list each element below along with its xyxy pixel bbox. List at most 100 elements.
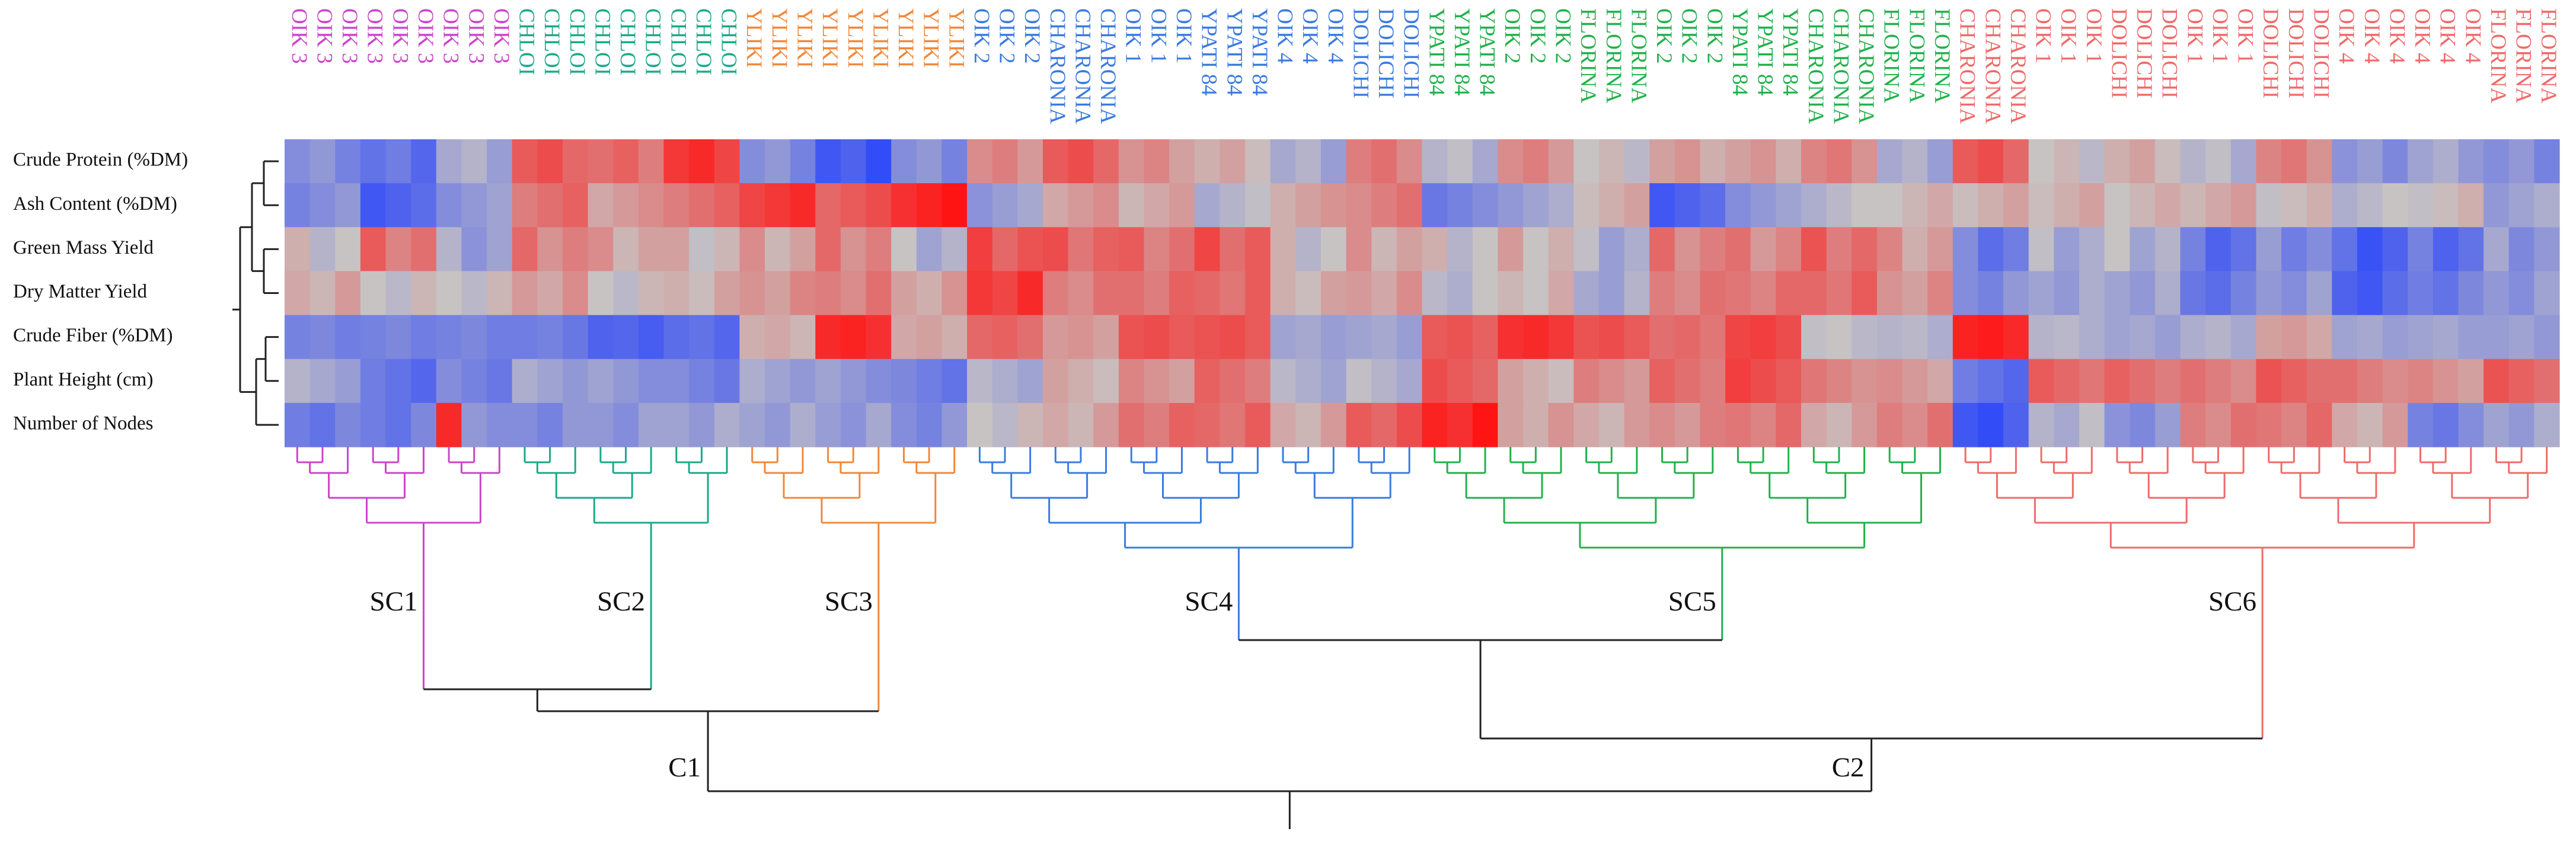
column-label: FLORINA <box>1904 8 1929 104</box>
heatmap-cell <box>2484 359 2510 404</box>
heatmap-cell <box>2534 183 2560 228</box>
heatmap-cell <box>840 315 867 360</box>
heatmap-cell <box>2408 227 2434 272</box>
heatmap-cell <box>1674 315 1701 360</box>
heatmap-cell <box>638 359 665 404</box>
heatmap-cell <box>1396 402 1423 447</box>
heatmap-cell <box>335 183 361 228</box>
heatmap-cell <box>2205 271 2232 316</box>
heatmap-cell <box>2458 271 2484 316</box>
heatmap-cell <box>2230 271 2256 316</box>
heatmap-cell <box>2003 139 2029 184</box>
column-label: OIK 4 <box>1298 8 1322 64</box>
heatmap-cell <box>1245 402 1271 447</box>
heatmap-cell <box>2433 271 2459 316</box>
heatmap-cell <box>689 359 715 404</box>
heatmap-cell <box>866 315 892 360</box>
heatmap-cell <box>1927 402 1953 447</box>
heatmap-cell <box>2230 183 2256 228</box>
column-label: OIK 1 <box>1146 8 1170 64</box>
heatmap-cell <box>1624 359 1650 404</box>
heatmap-cell <box>1750 402 1776 447</box>
heatmap-cell <box>2028 402 2054 447</box>
heatmap-cell <box>663 227 690 272</box>
heatmap-cell <box>1523 227 1549 272</box>
heatmap-cell <box>1194 315 1221 360</box>
heatmap-cell <box>1447 271 1473 316</box>
heatmap-cell <box>1017 402 1043 447</box>
heatmap-cell <box>967 227 993 272</box>
heatmap-cell <box>1169 139 1195 184</box>
heatmap-cell <box>2256 402 2282 447</box>
heatmap-cell <box>2508 315 2534 360</box>
heatmap-cell <box>891 402 917 447</box>
heatmap-cell <box>613 315 639 360</box>
heatmap-cell <box>562 139 589 184</box>
heatmap-cell <box>1371 359 1397 404</box>
heatmap-cell <box>840 359 867 404</box>
heatmap-cell <box>2180 271 2206 316</box>
heatmap-cell <box>1169 315 1195 360</box>
column-label: CHLOI <box>590 8 614 75</box>
heatmap-cell <box>1472 183 1498 228</box>
heatmap-cell <box>1371 227 1397 272</box>
heatmap-cell <box>2028 359 2054 404</box>
heatmap-cell <box>663 139 690 184</box>
heatmap-cell <box>765 315 791 360</box>
heatmap-cell <box>1245 315 1271 360</box>
heatmap-cell <box>1447 315 1473 360</box>
heatmap-cell <box>1573 402 1600 447</box>
heatmap-cell <box>2003 271 2029 316</box>
heatmap-cell <box>1978 139 2004 184</box>
heatmap-cell <box>739 359 765 404</box>
heatmap-cell <box>461 139 487 184</box>
heatmap-cell <box>1093 183 1119 228</box>
heatmap-cell <box>815 315 841 360</box>
heatmap-cell <box>992 227 1018 272</box>
heatmap-cell <box>1598 183 1625 228</box>
heatmap-cell <box>1498 402 1524 447</box>
heatmap-cell <box>916 402 943 447</box>
heatmap-cell <box>1396 359 1423 404</box>
heatmap-cell <box>1725 359 1751 404</box>
heatmap-cell <box>1093 315 1119 360</box>
column-label: OIK 2 <box>1500 8 1524 64</box>
heatmap-cell <box>2205 402 2232 447</box>
heatmap-cell <box>1902 359 1928 404</box>
heatmap-cell <box>512 402 538 447</box>
heatmap-cell <box>1725 271 1751 316</box>
heatmap-cell <box>613 227 639 272</box>
heatmap-cell <box>1346 139 1372 184</box>
heatmap-cell <box>638 271 665 316</box>
heatmap-cell <box>967 402 993 447</box>
column-label: OIK 4 <box>2360 8 2384 64</box>
column-label: OIK 3 <box>363 8 387 64</box>
heatmap-cell <box>2154 183 2181 228</box>
heatmap-cell <box>992 402 1018 447</box>
heatmap-cell <box>790 315 816 360</box>
heatmap-cell <box>1017 315 1043 360</box>
heatmap-cell <box>1978 227 2004 272</box>
column-label: CHARONIA <box>1096 8 1120 124</box>
heatmap-cell <box>360 227 387 272</box>
heatmap-cell <box>2054 139 2080 184</box>
heatmap-cell <box>436 271 462 316</box>
heatmap-cell <box>2079 315 2105 360</box>
heatmap-cell <box>2281 139 2307 184</box>
heatmap-cell <box>1826 271 1852 316</box>
heatmap-cell <box>2382 271 2408 316</box>
heatmap-cell <box>1422 271 1448 316</box>
heatmap-cell <box>2382 402 2408 447</box>
heatmap-cell <box>1447 359 1473 404</box>
heatmap-cell <box>335 315 361 360</box>
heatmap-cell <box>1396 271 1423 316</box>
heatmap-cell <box>891 271 917 316</box>
heatmap-cell <box>1346 359 1372 404</box>
heatmap-cell <box>1017 359 1043 404</box>
heatmap-cell <box>360 183 387 228</box>
heatmap-cell <box>1776 271 1802 316</box>
heatmap-cell <box>1700 139 1726 184</box>
heatmap-cell <box>1725 315 1751 360</box>
heatmap-cell <box>765 183 791 228</box>
heatmap-cell <box>1118 402 1145 447</box>
